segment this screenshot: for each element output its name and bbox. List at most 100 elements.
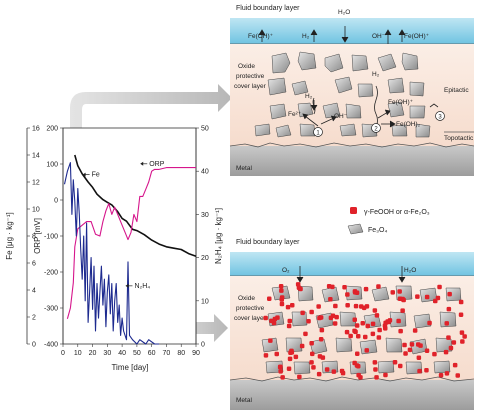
hematite-particle xyxy=(400,308,405,313)
hematite-particle xyxy=(352,290,358,295)
hematite-particle xyxy=(407,347,413,353)
hematite-particle xyxy=(437,284,442,290)
metal-layer-bottom xyxy=(230,380,474,410)
fe-axis-tick-label: 16 xyxy=(32,126,40,133)
hematite-particle xyxy=(268,338,273,343)
species-h2-top: H₂ xyxy=(302,33,310,40)
oxide-label-bottom-1: Oxide xyxy=(238,295,255,302)
hematite-particles xyxy=(263,282,467,380)
hematite-particle xyxy=(451,340,457,345)
oxide-label-top-3: cover layer xyxy=(234,83,267,90)
x-axis-tick-label: 90 xyxy=(192,350,200,357)
reaction-arrows-top xyxy=(258,26,439,129)
metal-label-bottom: Metal xyxy=(236,397,252,404)
hematite-particle xyxy=(459,330,465,335)
hematite-particle xyxy=(356,334,361,339)
hematite-particle xyxy=(344,329,350,335)
hematite-particle xyxy=(345,292,350,297)
hematite-particle xyxy=(424,348,430,353)
hematite-particle xyxy=(279,295,285,300)
hematite-particle xyxy=(424,368,429,373)
x-axis-tick-label: 20 xyxy=(89,350,97,357)
fe-axis-label: Fe [μg · kg⁻¹] xyxy=(5,212,14,260)
hematite-particle xyxy=(396,318,401,324)
hematite-particle xyxy=(448,345,454,351)
fe-axis-tick-label: 8 xyxy=(32,234,36,241)
bottom-diagram: Fluid boundary layer Oxide protective co… xyxy=(229,239,475,410)
hematite-particle xyxy=(317,354,323,359)
hematite-particle xyxy=(303,331,308,337)
fluid-boundary-layer-bottom xyxy=(230,252,474,276)
legend-grey-swatch xyxy=(347,223,364,235)
x-axis-label: Time [day] xyxy=(111,363,148,372)
hematite-particle xyxy=(446,335,451,340)
hematite-particle xyxy=(409,342,415,347)
n2h4-axis-tick-label: 40 xyxy=(201,169,209,176)
hematite-particle xyxy=(427,320,432,326)
hematite-particle xyxy=(355,351,360,356)
oxide-label-bottom-3: cover layer xyxy=(234,315,267,322)
hematite-particle xyxy=(363,334,368,340)
hematite-particle xyxy=(306,319,311,324)
hematite-particle xyxy=(296,285,302,290)
hematite-particle xyxy=(354,323,360,328)
orp-axis-label: ORP [mV] xyxy=(33,218,42,254)
hematite-particle xyxy=(462,334,467,339)
hematite-particle xyxy=(345,303,350,308)
hematite-particle xyxy=(289,348,294,354)
hematite-particle xyxy=(455,373,460,378)
species-h2-mid-left: H₂ xyxy=(305,93,313,100)
hematite-particle xyxy=(280,375,285,380)
n2h4-axis-tick-label: 30 xyxy=(201,212,209,219)
x-axis-tick-label: 10 xyxy=(74,350,82,357)
hematite-particle xyxy=(352,317,357,322)
orp-axis-tick-label: 100 xyxy=(46,162,58,169)
hematite-particle xyxy=(277,364,283,370)
legend: γ-FeOOH or α-Fe₂O₃ Fe₃O₄ xyxy=(347,207,430,235)
species-h2-mid-right: H₂ xyxy=(372,71,380,78)
hematite-particle xyxy=(372,308,378,313)
hematite-particle xyxy=(319,327,325,333)
hematite-particle xyxy=(332,321,338,326)
hematite-particle xyxy=(363,286,369,292)
hematite-particle xyxy=(460,339,465,344)
x-axis-tick-label: 0 xyxy=(61,350,65,357)
species-feoh2: Fe(OH)₂ xyxy=(396,121,421,128)
species-feoh-left: Fe(OH)⁺ xyxy=(248,33,274,40)
series-group xyxy=(63,154,197,345)
topotactic-label: Topotactic xyxy=(444,135,474,142)
species-h2o-top: H₂O xyxy=(338,9,350,16)
hematite-particle xyxy=(458,312,464,317)
hematite-particle xyxy=(333,303,338,309)
hematite-particle xyxy=(387,318,393,323)
top-diagram: Fluid boundary layer Oxide protective co… xyxy=(229,5,475,176)
fluid-label-top: Fluid boundary layer xyxy=(236,5,300,12)
x-axis-tick-label: 30 xyxy=(103,350,111,357)
hematite-particle xyxy=(373,367,378,372)
plot-area xyxy=(62,127,197,345)
fe-axis-tick-label: 4 xyxy=(32,288,36,295)
hematite-particle xyxy=(318,315,324,320)
hematite-particle xyxy=(397,296,403,301)
oxide-label-top-2: protective xyxy=(236,73,265,80)
n2h4-axis-label: N₂H₄ [μg · kg⁻¹] xyxy=(214,208,223,264)
hematite-particle xyxy=(278,284,284,289)
hematite-particle xyxy=(309,360,314,365)
hematite-particle xyxy=(309,341,314,346)
series-fe-line xyxy=(74,154,197,258)
hematite-particle xyxy=(361,305,367,311)
legend-red-swatch xyxy=(350,207,357,214)
hematite-particle xyxy=(293,354,299,360)
series-orp-line xyxy=(66,167,196,319)
hematite-particle xyxy=(330,284,335,290)
hematite-particle xyxy=(446,306,452,312)
hematite-particle xyxy=(383,372,388,378)
hematite-particle xyxy=(339,368,345,374)
hematite-particle xyxy=(331,369,337,374)
hematite-particle xyxy=(390,290,395,295)
x-axis-tick-label: 60 xyxy=(148,350,156,357)
flux-arrows-bottom xyxy=(296,266,406,283)
hematite-particle xyxy=(370,321,376,327)
hematite-particle xyxy=(274,351,279,357)
hematite-particle xyxy=(364,348,369,353)
